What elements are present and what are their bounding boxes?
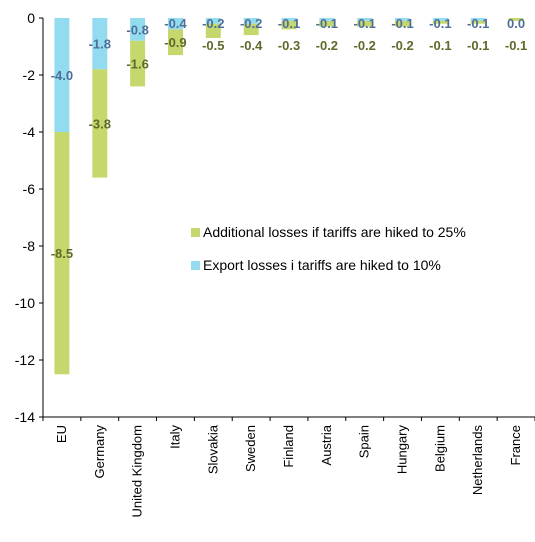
data-label-export: -1.8 <box>89 37 111 52</box>
x-tick-label: Hungary <box>395 425 410 475</box>
bar-additional-belgium <box>432 20 448 24</box>
bars-layer <box>54 18 524 375</box>
data-label-additional: -0.2 <box>353 38 375 53</box>
data-label-additional: -1.6 <box>126 57 148 72</box>
bar-additional-italy <box>168 29 183 56</box>
bar-additional-netherlands <box>470 20 486 24</box>
y-tick-label: -6 <box>23 181 36 197</box>
data-label-export: -0.1 <box>429 16 451 31</box>
bar-additional-france <box>508 18 524 21</box>
x-tick-label: Austria <box>319 424 334 465</box>
x-tick-label: Italy <box>167 425 182 449</box>
data-label-export: -0.8 <box>126 22 148 37</box>
data-label-additional: -0.2 <box>316 38 338 53</box>
bar-export-united-kingdom <box>130 18 146 41</box>
legend-label-export: Export losses i tariffs are hiked to 10% <box>203 257 441 273</box>
data-label-additional: -0.1 <box>467 38 489 53</box>
x-tick-label: Sweden <box>243 425 258 472</box>
x-tick-label: Netherlands <box>470 425 485 496</box>
data-label-export: -0.1 <box>278 16 300 31</box>
bar-additional-finland <box>281 20 297 30</box>
data-label-export: -0.1 <box>353 16 375 31</box>
x-tick-label: Slovakia <box>205 424 220 474</box>
data-label-additional: -0.9 <box>164 35 186 50</box>
bar-export-sweden <box>243 18 259 24</box>
legend-label-additional: Additional losses if tariffs are hiked t… <box>203 224 466 240</box>
data-label-export: -0.2 <box>202 16 224 31</box>
x-tick-label: Belgium <box>432 425 447 472</box>
y-tick-label: -8 <box>23 238 36 254</box>
data-label-additional: -0.2 <box>391 38 413 53</box>
y-tick-label: 0 <box>27 10 35 26</box>
bar-additional-eu <box>54 132 70 375</box>
x-tick-label: United Kingdom <box>130 425 145 518</box>
y-tick-label: -10 <box>15 295 35 311</box>
y-tick-label: -4 <box>23 124 36 140</box>
bar-export-austria <box>319 18 335 21</box>
axes-layer: 0 -2 -4 -6 -8 -10 -12 -14 EU Germany United Kingdo… <box>15 10 535 518</box>
y-tick-label: -2 <box>23 67 36 83</box>
bar-additional-sweden <box>243 23 259 36</box>
legend: Additional losses if tariffs are hiked t… <box>191 224 466 273</box>
data-label-export: -0.2 <box>240 16 262 31</box>
bar-export-eu <box>54 18 70 132</box>
bar-additional-spain <box>357 20 373 27</box>
bar-additional-austria <box>319 20 335 27</box>
bar-export-netherlands <box>470 18 486 21</box>
data-label-additional: -0.5 <box>202 38 224 53</box>
y-tick-label: -14 <box>15 409 35 425</box>
data-label-additional: -0.3 <box>278 38 300 53</box>
data-label-additional: -0.4 <box>240 38 263 53</box>
x-tick-label: France <box>508 425 523 465</box>
data-label-export: -0.1 <box>316 16 338 31</box>
data-label-export: -0.1 <box>391 16 413 31</box>
data-label-export: -4.0 <box>51 68 73 83</box>
y-tick-label: -12 <box>15 352 35 368</box>
data-label-additional: -8.5 <box>51 246 73 261</box>
bar-additional-slovakia <box>205 23 221 38</box>
bar-export-hungary <box>395 18 410 21</box>
bar-export-belgium <box>432 18 448 21</box>
bar-additional-united-kingdom <box>130 40 146 87</box>
x-tick-label: Finland <box>281 425 296 468</box>
data-label-additional: -3.8 <box>89 116 111 131</box>
x-tick-label: Germany <box>92 425 107 479</box>
data-labels-layer: -4.0 -8.5 -1.8 -3.8 -0.8 -1.6 -0.4 -0.9 -0.2 -0.5… <box>51 16 528 261</box>
data-label-additional: -0.1 <box>505 38 527 53</box>
data-label-export: 0.0 <box>507 16 525 31</box>
bar-export-slovakia <box>205 18 221 24</box>
bar-additional-germany <box>92 69 108 178</box>
data-label-additional: -0.1 <box>429 38 451 53</box>
x-tick-label: EU <box>54 425 69 443</box>
bar-export-spain <box>357 18 373 21</box>
data-label-export: -0.4 <box>164 16 187 31</box>
legend-swatch-export <box>191 261 200 270</box>
x-tick-label: Spain <box>357 425 372 458</box>
data-label-export: -0.1 <box>467 16 489 31</box>
bar-additional-hungary <box>395 20 410 27</box>
bar-export-italy <box>168 18 183 30</box>
bar-export-finland <box>281 18 297 21</box>
legend-swatch-additional <box>191 228 200 237</box>
bar-export-germany <box>92 18 108 70</box>
